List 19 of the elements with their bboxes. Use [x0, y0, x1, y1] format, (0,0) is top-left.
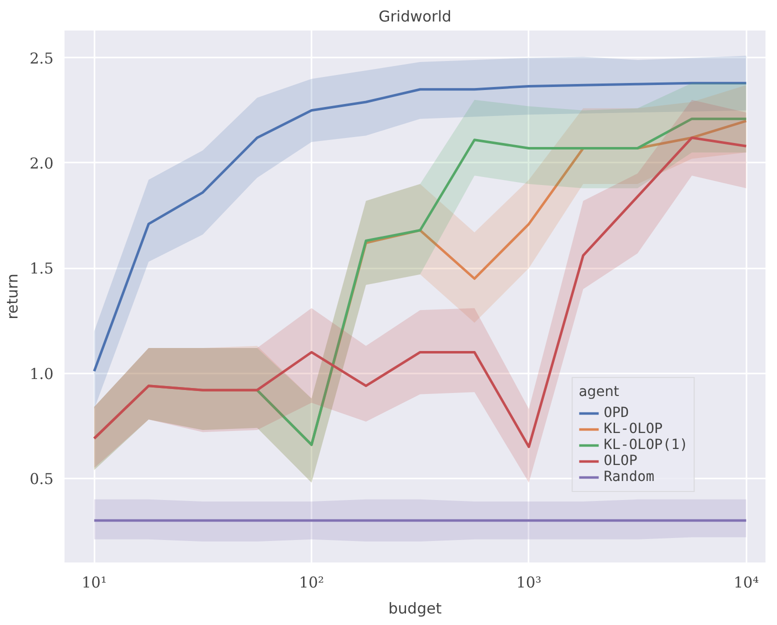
- x-tick-label: 10³: [516, 574, 542, 592]
- x-tick-label: 10²: [298, 574, 324, 592]
- line-series: [92, 82, 748, 372]
- y-tick-label: 0.5: [30, 470, 54, 488]
- legend-label: Random: [604, 469, 654, 485]
- y-tick-label: 1.5: [30, 260, 54, 278]
- y-tick-label: 2.5: [30, 49, 54, 68]
- legend-label: KL-OLOP(1): [604, 437, 688, 453]
- x-tick-label: 10¹: [82, 574, 107, 592]
- x-axis-title: budget: [388, 600, 442, 618]
- x-tick-label: 10⁴: [734, 574, 759, 592]
- legend-label: KL-OLOP: [604, 421, 663, 437]
- legend-title: agent: [578, 384, 620, 400]
- chart-title: Gridworld: [378, 8, 452, 26]
- legend-label: OLOP: [604, 453, 638, 469]
- legend-label: OPD: [604, 405, 629, 421]
- y-tick-label: 2.0: [30, 154, 54, 172]
- y-tick-label: 1.0: [30, 364, 54, 383]
- y-axis-title: return: [4, 274, 22, 320]
